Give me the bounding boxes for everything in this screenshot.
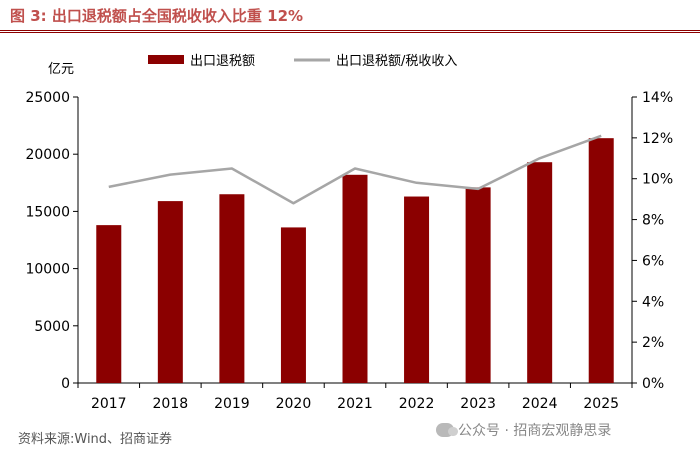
wechat-icon xyxy=(436,423,458,437)
chart-canvas: 亿元 出口退税额 出口退税额/税收收入 0 5000 10000 15000 20000… xyxy=(25,54,673,412)
right-tick-label: 4% xyxy=(642,294,664,310)
bar xyxy=(280,227,306,383)
bar xyxy=(157,201,183,383)
tick-labels: 0 5000 10000 15000 20000 25000 0% 2% 4% 6% 8% 10% 12… xyxy=(25,90,673,412)
x-tick-label: 2017 xyxy=(91,396,127,412)
x-tick-label: 2022 xyxy=(399,396,435,412)
figure-title-text: 出口退税额占全国税收收入比重 12% xyxy=(51,7,304,25)
legend: 出口退税额 出口退税额/税收收入 xyxy=(148,54,457,69)
left-tick-label: 0 xyxy=(61,376,70,392)
left-tick-label: 25000 xyxy=(25,90,70,106)
x-tick-label: 2018 xyxy=(153,396,189,412)
bar xyxy=(527,162,553,383)
right-tick-label: 12% xyxy=(642,131,673,147)
title-rule-top xyxy=(0,30,700,31)
left-tick-label: 5000 xyxy=(34,319,70,335)
x-tick-label: 2025 xyxy=(583,396,619,412)
source-note: 资料来源:Wind、招商证券 xyxy=(18,432,173,447)
right-tick-label: 0% xyxy=(642,376,664,392)
right-tick-label: 8% xyxy=(642,213,664,229)
watermark-text: 公众号 · 招商宏观静思录 xyxy=(458,423,612,439)
bar-series xyxy=(96,138,614,383)
left-tick-label: 20000 xyxy=(25,147,70,163)
chart-title: 图 3: 出口退税额占全国税收收入比重 12% xyxy=(10,5,303,26)
x-tick-label: 2024 xyxy=(522,396,558,412)
right-tick-label: 2% xyxy=(642,335,664,351)
left-tick-label: 15000 xyxy=(25,204,70,220)
title-rule-bottom xyxy=(0,32,700,33)
watermark: 公众号 · 招商宏观静思录 xyxy=(436,420,611,440)
bar xyxy=(465,187,491,383)
legend-label-bar: 出口退税额 xyxy=(190,54,255,69)
right-tick-label: 10% xyxy=(642,172,673,188)
left-axis-unit-label: 亿元 xyxy=(48,62,74,77)
bar xyxy=(219,194,245,383)
x-tick-label: 2021 xyxy=(337,396,373,412)
left-tick-label: 10000 xyxy=(25,262,70,278)
right-tick-label: 6% xyxy=(642,253,664,269)
x-tick-label: 2019 xyxy=(214,396,250,412)
bar xyxy=(342,174,368,383)
x-tick-label: 2023 xyxy=(460,396,496,412)
x-tick-label: 2020 xyxy=(276,396,312,412)
bar xyxy=(404,196,430,383)
legend-label-line: 出口退税额/税收收入 xyxy=(336,54,457,69)
right-tick-label: 14% xyxy=(642,90,673,106)
bar xyxy=(96,225,122,383)
figure-number: 图 3: xyxy=(10,7,47,25)
bar xyxy=(588,138,614,383)
legend-swatch-bar xyxy=(148,55,184,64)
line-series xyxy=(108,134,602,205)
